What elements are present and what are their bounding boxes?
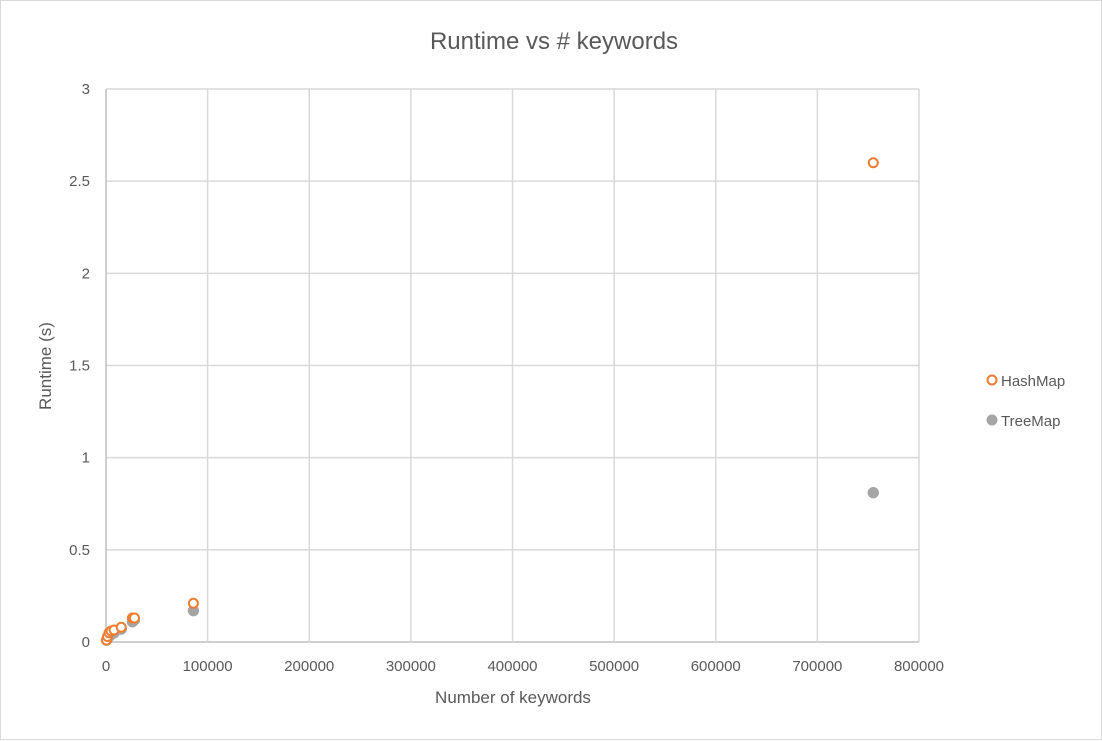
x-tick-label: 100000 (183, 658, 233, 675)
x-tick-labels: 0 100000 200000 300000 400000 500000 600000 700… (102, 658, 944, 675)
y-tick-label: 1 (82, 450, 90, 467)
x-tick-label: 600000 (691, 658, 741, 675)
x-tick-label: 800000 (894, 658, 944, 675)
x-tick-label: 700000 (792, 658, 842, 675)
data-point-hashmap (867, 157, 879, 169)
x-tick-label: 500000 (589, 658, 639, 675)
data-point-hashmap (187, 597, 199, 609)
y-tick-labels: 0 0.5 1 1.5 2 2.5 3 (69, 81, 90, 651)
x-tick-label: 300000 (386, 658, 436, 675)
x-tick-label: 0 (102, 658, 110, 675)
y-tick-label: 0.5 (69, 542, 90, 559)
grid-lines (105, 88, 920, 643)
y-tick-label: 3 (82, 81, 90, 98)
data-points (100, 157, 880, 646)
legend-marker-treemap (986, 414, 998, 426)
x-axis-title: Number of keywords (435, 688, 591, 707)
y-tick-label: 0 (82, 634, 90, 651)
chart-title: Runtime vs # keywords (430, 28, 678, 55)
y-tick-label: 2.5 (69, 173, 90, 190)
y-tick-label: 1.5 (69, 358, 90, 375)
x-tick-label: 400000 (487, 658, 537, 675)
y-axis-title: Runtime (s) (36, 322, 55, 410)
data-point-hashmap (128, 612, 140, 624)
legend-label-treemap: TreeMap (1001, 413, 1060, 430)
legend: HashMap TreeMap (986, 373, 1065, 430)
legend-marker-hashmap (986, 374, 998, 386)
legend-label-hashmap: HashMap (1001, 373, 1065, 390)
data-point-hashmap (115, 621, 127, 633)
data-point-treemap (867, 486, 880, 499)
y-tick-label: 2 (82, 265, 90, 282)
x-tick-label: 200000 (284, 658, 334, 675)
